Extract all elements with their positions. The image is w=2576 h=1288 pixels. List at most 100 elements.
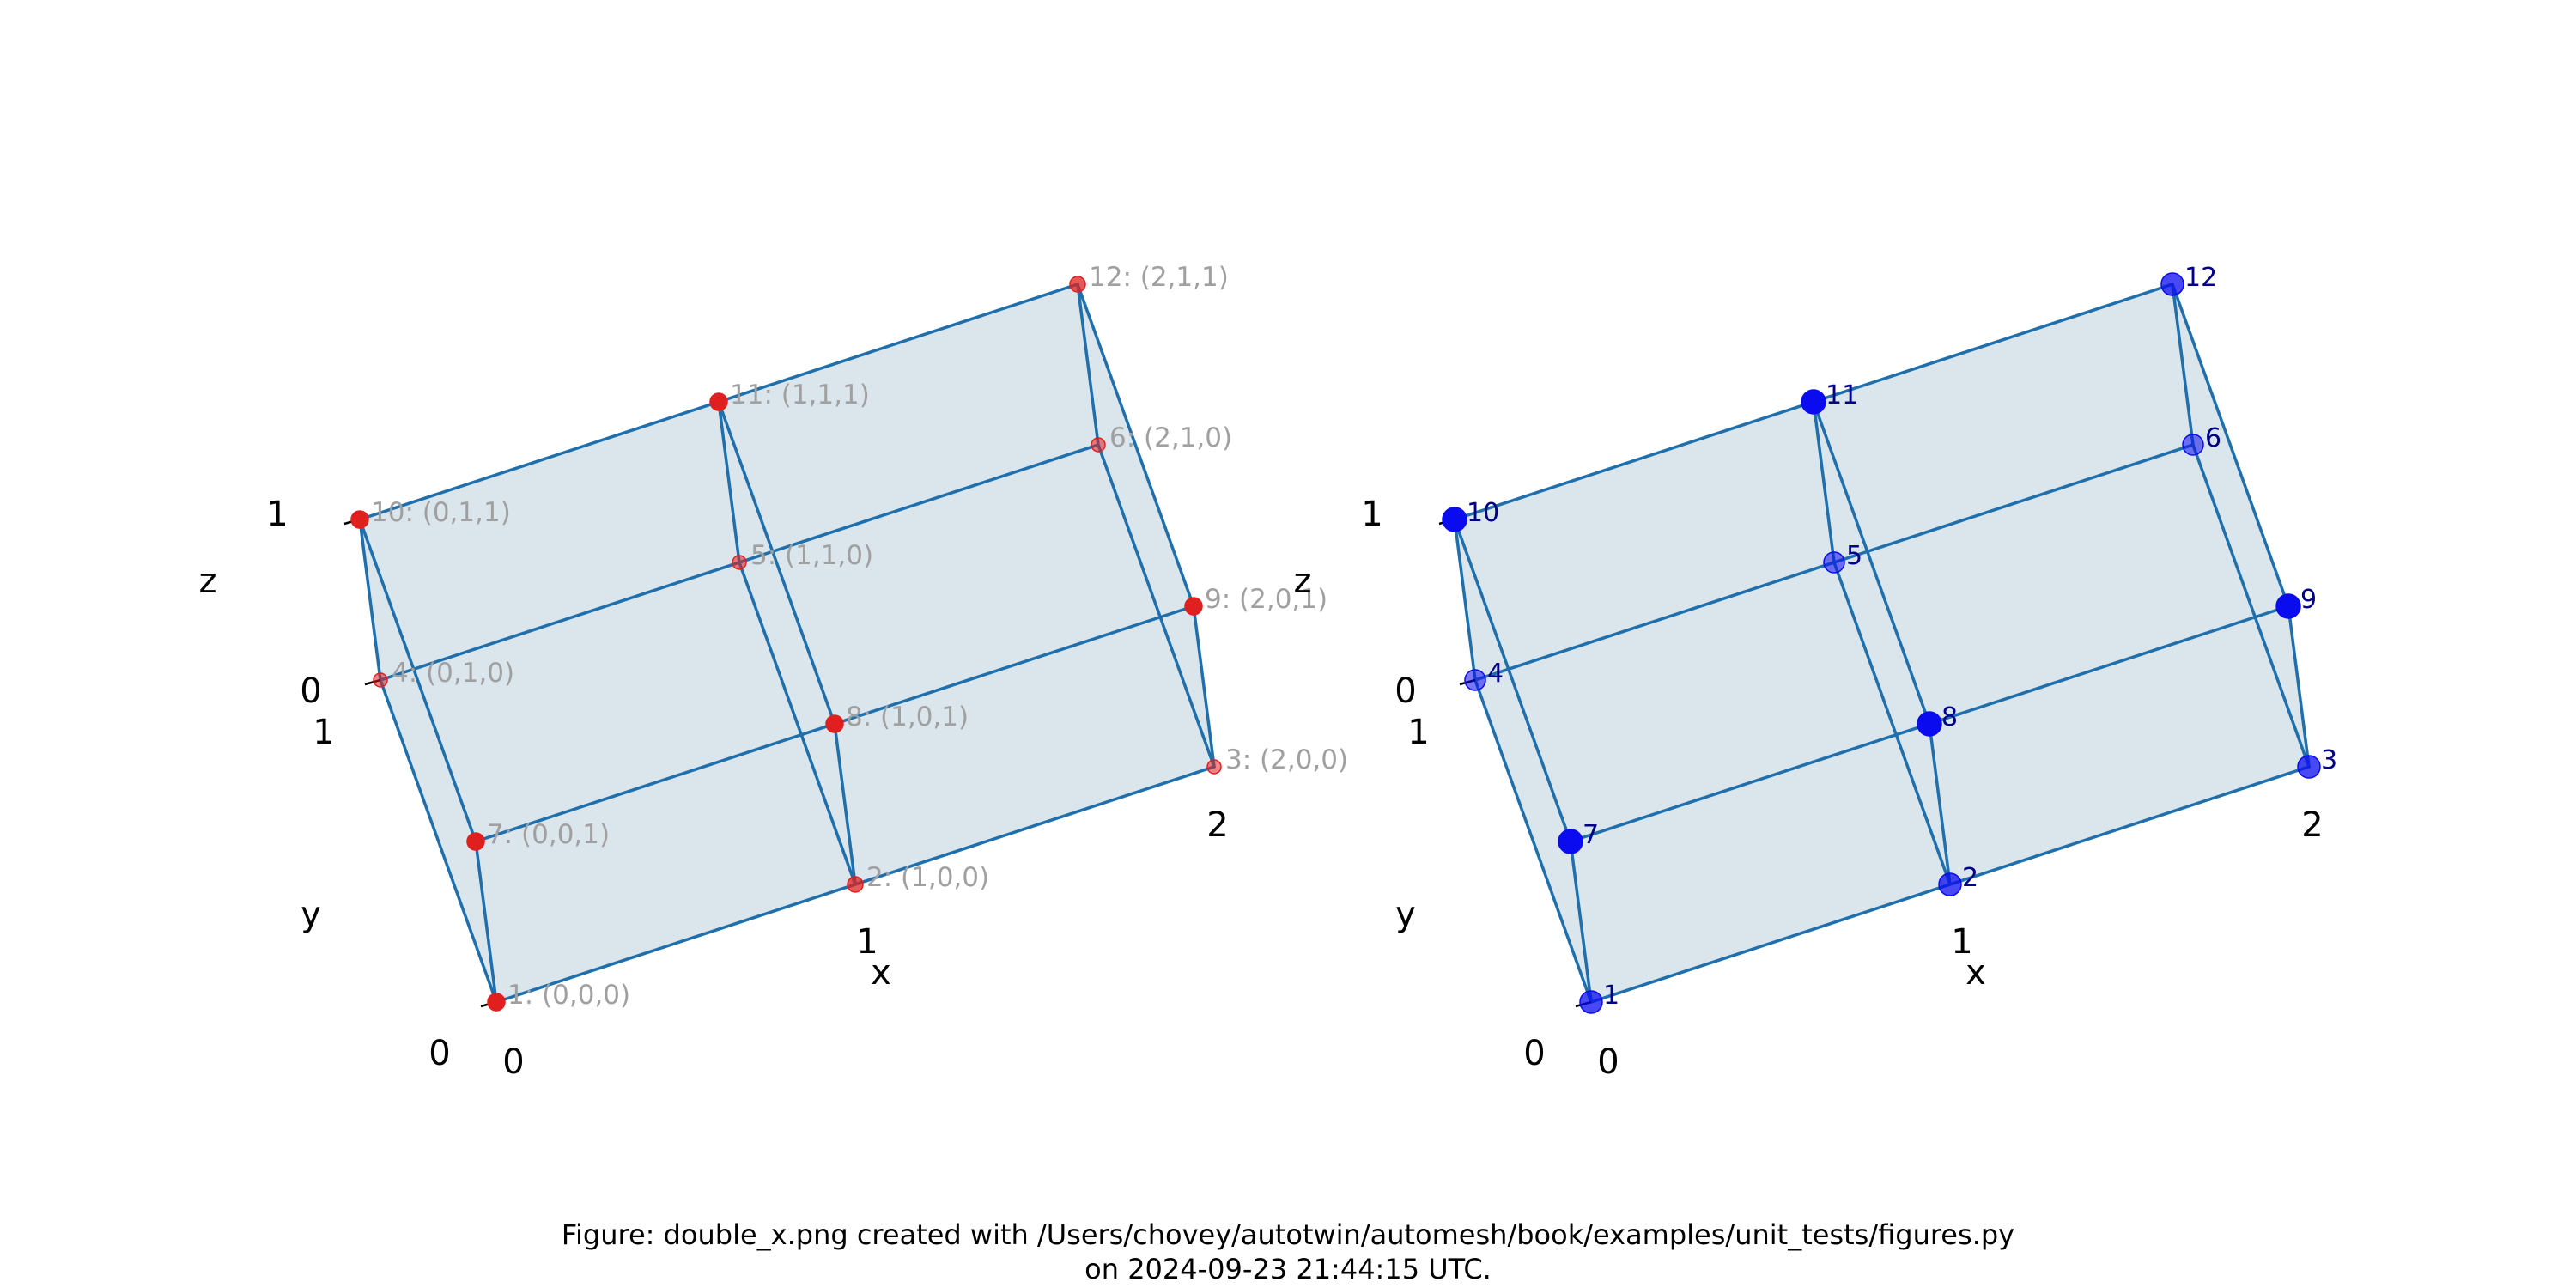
figure-caption-line2: on 2024-09-23 21:44:15 UTC. [1084, 1253, 1492, 1285]
right-z-axis-label: z [1294, 562, 1312, 601]
right-node-marker-4 [1464, 669, 1486, 691]
left-node-marker-8 [825, 714, 844, 733]
left-y-axis-label: y [301, 895, 321, 934]
right-node-label-2: 2 [1962, 863, 1978, 893]
left-mesh-edge-14 [1192, 605, 1216, 769]
right-z-tick-label-1: 1 [1361, 495, 1382, 534]
right-node-marker-8 [1917, 711, 1942, 737]
left-z-tick-label-1: 1 [266, 495, 288, 534]
left-node-marker-12 [1069, 276, 1086, 293]
right-node-marker-11 [1801, 389, 1826, 415]
left-mesh-edge-7 [717, 400, 836, 726]
left-node-label-11: 11: (1,1,1) [730, 380, 870, 410]
right-mesh-edge-6 [1832, 561, 1952, 886]
left-mesh-edge-8 [1097, 443, 1216, 769]
left-node-marker-7 [466, 832, 485, 851]
left-panel-mesh-plot: 1: (0,0,0) 2: (1,0,0) 3: (2,0,0) 4: (0,1,0)… [199, 262, 1349, 1082]
left-x-axis-label: x [871, 953, 891, 993]
left-mesh-edge-15 [1076, 283, 1100, 447]
right-node-marker-10 [1442, 507, 1467, 532]
left-x-tick-label-2: 2 [1206, 805, 1228, 845]
left-node-label-1: 1: (0,0,0) [507, 980, 630, 1011]
right-node-marker-12 [2160, 272, 2184, 296]
right-mesh-edge-9 [2171, 283, 2290, 608]
left-node-label-9: 9: (2,0,1) [1205, 584, 1327, 615]
right-y-tick-label-0: 0 [1523, 1034, 1545, 1073]
left-mesh-face-4 [360, 519, 496, 1002]
right-node-marker-3 [2297, 755, 2321, 779]
right-mesh-edge-11 [1453, 518, 1477, 682]
left-z-tick-label-0: 0 [300, 671, 321, 711]
figure-caption-line1: Figure: double_x.png created with /Users… [561, 1218, 2015, 1251]
right-x-tick-label-1: 1 [1951, 922, 1972, 962]
right-node-label-4: 4 [1487, 659, 1504, 689]
left-y-tick-label-0: 0 [428, 1034, 450, 1073]
left-node-marker-2 [847, 876, 864, 893]
right-node-label-9: 9 [2300, 585, 2317, 615]
right-x-tick-label-2: 2 [2301, 805, 2323, 845]
left-node-marker-9 [1184, 597, 1203, 616]
right-mesh-edge-7 [1812, 400, 1931, 726]
right-node-label-8: 8 [1941, 702, 1958, 732]
right-node-marker-1 [1579, 990, 1603, 1014]
left-nodes: 1: (0,0,0) 2: (1,0,0) 3: (2,0,0) 4: (0,1,0)… [350, 262, 1348, 1012]
right-y-tick-label-1: 1 [1407, 713, 1429, 752]
right-y-axis-label: y [1395, 895, 1416, 934]
right-mesh-edge-10 [1569, 840, 1593, 1004]
left-node-marker-3 [1206, 759, 1222, 775]
right-mesh-edge-8 [2191, 443, 2311, 769]
right-node-label-11: 11 [1826, 380, 1858, 410]
left-mesh-edge-12 [833, 722, 857, 886]
left-node-label-7: 7: (0,0,1) [487, 819, 610, 850]
left-node-label-10: 10: (0,1,1) [371, 497, 511, 528]
right-node-marker-5 [1823, 551, 1845, 574]
right-z-tick-label-0: 0 [1394, 671, 1416, 711]
right-mesh-face-5 [2172, 284, 2309, 767]
right-mesh-edge-13 [1812, 400, 1836, 564]
left-node-label-6: 6: (2,1,0) [1109, 422, 1232, 453]
right-node-label-5: 5 [1846, 541, 1862, 571]
left-node-marker-6 [1091, 437, 1106, 453]
left-mesh-edge-10 [474, 840, 498, 1004]
left-mesh-edge-9 [1076, 283, 1195, 608]
left-y-tick-label-1: 1 [313, 713, 334, 752]
right-node-marker-9 [2275, 593, 2301, 619]
left-mesh-edge-11 [358, 518, 382, 682]
right-faces [1455, 284, 2309, 1002]
left-node-label-2: 2: (1,0,0) [866, 862, 989, 893]
left-mesh-edge-6 [738, 561, 857, 886]
right-node-label-6: 6 [2205, 423, 2221, 453]
left-z-axis-label: z [199, 562, 217, 601]
left-x-tick-label-1: 1 [856, 922, 878, 962]
left-mesh-edge-13 [717, 400, 741, 564]
left-node-marker-5 [732, 555, 747, 570]
left-node-label-3: 3: (2,0,0) [1225, 744, 1348, 775]
right-x-axis-label: x [1965, 953, 1986, 993]
right-node-label-12: 12 [2184, 263, 2217, 293]
right-mesh-edge-15 [2171, 283, 2195, 447]
left-mesh-face-5 [1078, 284, 1214, 767]
right-node-marker-7 [1558, 829, 1583, 854]
left-node-label-8: 8: (1,0,1) [846, 702, 969, 732]
right-mesh-edge-5 [1453, 518, 1572, 843]
right-node-label-3: 3 [2321, 745, 2337, 775]
right-node-label-10: 10 [1467, 498, 1499, 528]
left-node-marker-1 [487, 993, 506, 1012]
right-node-label-1: 1 [1603, 981, 1619, 1011]
left-mesh-edge-4 [379, 678, 498, 1004]
left-node-marker-4 [373, 672, 388, 688]
left-mesh-edge-5 [358, 518, 477, 843]
left-node-label-12: 12: (2,1,1) [1089, 262, 1229, 293]
right-node-marker-2 [1938, 872, 1962, 896]
left-node-label-5: 5: (1,1,0) [750, 540, 873, 571]
right-node-label-7: 7 [1583, 820, 1599, 850]
left-node-label-4: 4: (0,1,0) [392, 658, 514, 689]
left-node-marker-10 [350, 510, 369, 529]
right-mesh-face-4 [1455, 519, 1591, 1002]
right-mesh-edge-4 [1473, 678, 1593, 1004]
right-node-marker-6 [2182, 434, 2204, 456]
